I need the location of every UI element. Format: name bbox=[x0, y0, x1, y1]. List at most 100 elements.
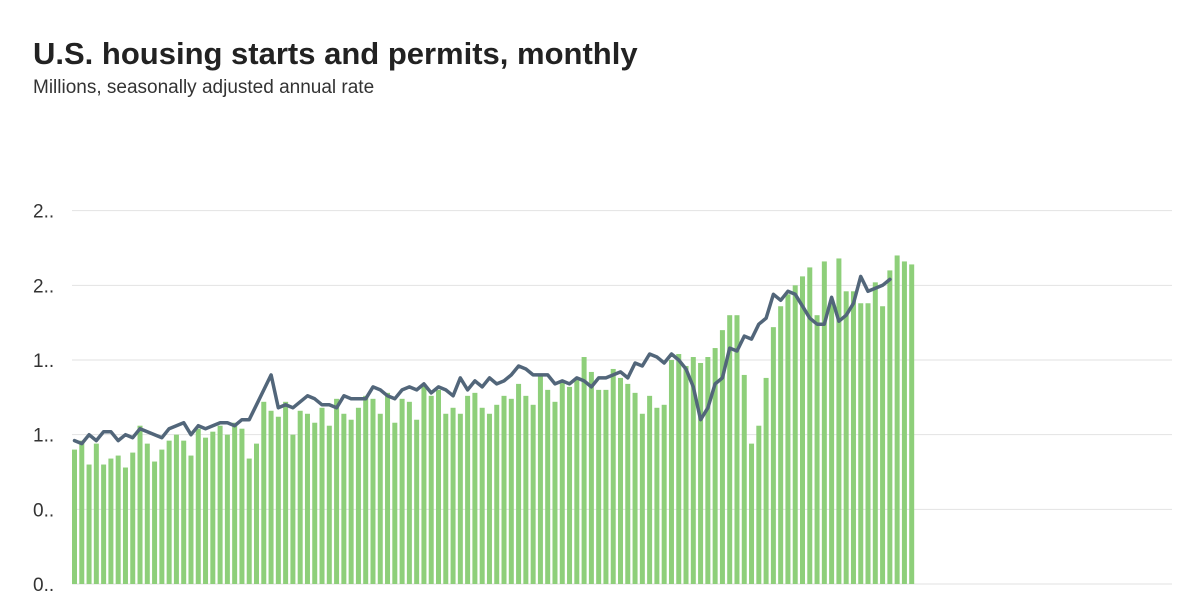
line-point bbox=[408, 386, 410, 388]
line-point bbox=[641, 365, 643, 367]
line-point bbox=[721, 377, 723, 379]
line-point bbox=[809, 317, 811, 319]
line-point bbox=[387, 395, 389, 397]
bar bbox=[363, 395, 369, 584]
line-point bbox=[226, 422, 228, 424]
line-point bbox=[547, 374, 549, 376]
bar bbox=[385, 392, 391, 584]
bar bbox=[319, 407, 325, 584]
bar bbox=[414, 419, 420, 584]
bar bbox=[618, 377, 623, 584]
line-point bbox=[518, 365, 520, 367]
line-point bbox=[816, 323, 818, 325]
line-point bbox=[474, 380, 476, 382]
line-point bbox=[124, 434, 126, 436]
line-point bbox=[569, 383, 571, 385]
line-point bbox=[598, 377, 600, 379]
chart-title: U.S. housing starts and permits, monthly bbox=[33, 36, 638, 71]
line-point bbox=[292, 407, 294, 409]
bar bbox=[785, 294, 791, 584]
bar bbox=[101, 464, 107, 584]
bar bbox=[603, 389, 609, 584]
line-point bbox=[183, 422, 185, 424]
line-point bbox=[117, 440, 119, 442]
line-point bbox=[488, 377, 490, 379]
line-point bbox=[663, 362, 665, 364]
line-point bbox=[285, 404, 287, 406]
bar bbox=[858, 303, 864, 584]
line-point bbox=[882, 284, 884, 286]
bar bbox=[545, 389, 551, 584]
bar bbox=[450, 407, 456, 584]
line-point bbox=[190, 434, 192, 436]
line-point bbox=[379, 389, 381, 391]
bar bbox=[690, 357, 696, 584]
bar bbox=[108, 458, 114, 584]
line-point bbox=[336, 407, 338, 409]
line-point bbox=[132, 437, 134, 439]
line-point bbox=[219, 422, 221, 424]
bar bbox=[494, 404, 500, 584]
bar bbox=[370, 398, 376, 584]
line-point bbox=[823, 323, 825, 325]
bar bbox=[865, 303, 871, 584]
line-point bbox=[430, 392, 432, 394]
bar bbox=[188, 455, 194, 584]
line-point bbox=[714, 383, 716, 385]
line-point bbox=[590, 386, 592, 388]
bar bbox=[392, 422, 398, 584]
bar bbox=[727, 315, 733, 584]
bar bbox=[457, 413, 463, 584]
bar bbox=[130, 452, 136, 584]
line-point bbox=[656, 356, 658, 358]
line-point bbox=[700, 419, 702, 421]
line-point bbox=[678, 359, 680, 361]
bar bbox=[574, 377, 580, 584]
line-point bbox=[525, 368, 527, 370]
bar bbox=[79, 440, 85, 584]
bar bbox=[268, 410, 274, 584]
bar bbox=[348, 419, 354, 584]
bar bbox=[283, 401, 289, 584]
line-point bbox=[554, 383, 556, 385]
line-point bbox=[794, 293, 796, 295]
bar bbox=[254, 443, 259, 584]
bar bbox=[909, 264, 915, 584]
bar bbox=[712, 348, 718, 584]
y-tick-label: 2.. bbox=[33, 276, 54, 297]
bar bbox=[676, 354, 682, 584]
bar bbox=[654, 407, 660, 584]
bar bbox=[763, 377, 769, 584]
line-point bbox=[503, 380, 505, 382]
line-point bbox=[205, 428, 207, 430]
bar bbox=[239, 428, 245, 584]
bar bbox=[792, 285, 798, 584]
bar bbox=[304, 413, 310, 584]
bar bbox=[181, 440, 187, 584]
bar bbox=[137, 425, 143, 584]
bar bbox=[530, 404, 536, 584]
bar bbox=[275, 416, 281, 584]
bar bbox=[144, 443, 150, 584]
bar bbox=[843, 291, 849, 584]
bar bbox=[610, 368, 616, 584]
bar bbox=[297, 410, 303, 584]
bar bbox=[661, 404, 667, 584]
bar bbox=[647, 395, 653, 584]
line-point bbox=[423, 383, 425, 385]
line-point bbox=[707, 407, 709, 409]
line-point bbox=[685, 368, 687, 370]
y-tick-label: 0.. bbox=[33, 575, 54, 596]
line-point bbox=[627, 377, 629, 379]
bar bbox=[814, 315, 820, 584]
line-point bbox=[634, 362, 636, 364]
bar bbox=[501, 395, 507, 584]
line-point bbox=[852, 302, 854, 304]
bar bbox=[93, 443, 99, 584]
line-point bbox=[481, 386, 483, 388]
line-point bbox=[314, 398, 316, 400]
bar bbox=[195, 428, 201, 584]
bar bbox=[719, 330, 725, 584]
line-point bbox=[350, 398, 352, 400]
